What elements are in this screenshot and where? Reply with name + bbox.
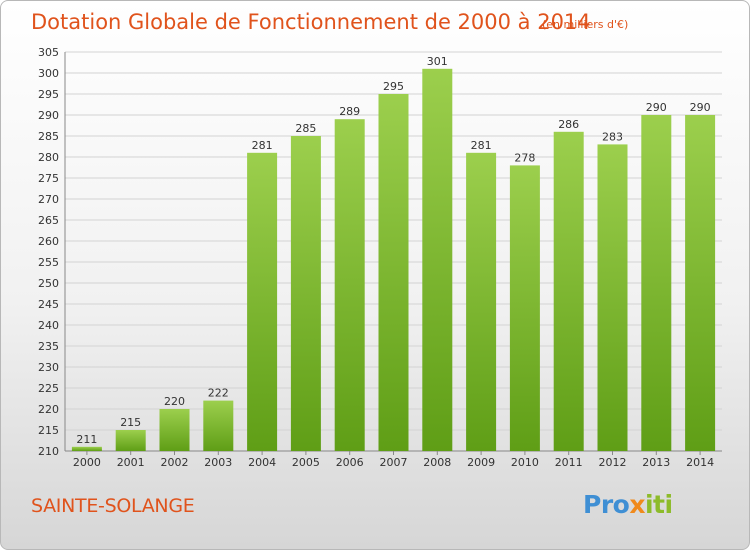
bar xyxy=(115,430,146,451)
x-tick-label: 2010 xyxy=(511,456,539,469)
proxiti-logo: Proxiti xyxy=(583,490,673,519)
y-tick-label: 225 xyxy=(38,382,59,395)
y-tick-label: 210 xyxy=(38,445,59,458)
chart-unit: (en milliers d'€) xyxy=(542,18,629,31)
bar-value-label: 215 xyxy=(120,416,141,429)
bar-value-label: 295 xyxy=(383,80,404,93)
x-tick-label: 2001 xyxy=(117,456,145,469)
x-tick-label: 2003 xyxy=(204,456,232,469)
y-tick-label: 215 xyxy=(38,424,59,437)
y-tick-label: 295 xyxy=(38,88,59,101)
bar xyxy=(71,446,102,451)
x-tick-label: 2005 xyxy=(292,456,320,469)
bar-value-label: 278 xyxy=(514,151,535,164)
bar xyxy=(685,115,716,451)
y-tick-label: 240 xyxy=(38,319,59,332)
bar xyxy=(509,165,540,451)
y-tick-label: 235 xyxy=(38,340,59,353)
chart-title: Dotation Globale de Fonctionnement de 20… xyxy=(31,10,591,34)
bar xyxy=(597,144,628,451)
y-tick-label: 280 xyxy=(38,151,59,164)
bar xyxy=(422,68,453,452)
y-tick-label: 255 xyxy=(38,256,59,269)
bar-value-label: 211 xyxy=(76,433,97,446)
bar xyxy=(641,115,672,451)
bar-value-label: 286 xyxy=(558,118,579,131)
y-tick-label: 300 xyxy=(38,67,59,80)
bar-value-label: 283 xyxy=(602,130,623,143)
bar-value-label: 281 xyxy=(471,139,492,152)
bar xyxy=(203,400,234,451)
x-tick-label: 2000 xyxy=(73,456,101,469)
bar xyxy=(247,152,278,452)
x-tick-label: 2002 xyxy=(161,456,189,469)
y-tick-label: 220 xyxy=(38,403,59,416)
bar-value-label: 301 xyxy=(427,55,448,68)
bar-value-label: 290 xyxy=(646,101,667,114)
bar xyxy=(466,152,497,452)
x-tick-label: 2004 xyxy=(248,456,276,469)
y-tick-label: 260 xyxy=(38,235,59,248)
bar xyxy=(553,131,584,452)
x-tick-label: 2006 xyxy=(336,456,364,469)
bar-value-label: 285 xyxy=(295,122,316,135)
x-tick-label: 2011 xyxy=(555,456,583,469)
bar-value-label: 220 xyxy=(164,395,185,408)
x-tick-label: 2008 xyxy=(423,456,451,469)
y-tick-label: 275 xyxy=(38,172,59,185)
bar xyxy=(334,119,365,451)
bar-value-label: 289 xyxy=(339,105,360,118)
bar-value-label: 281 xyxy=(252,139,273,152)
bar xyxy=(290,136,321,451)
y-tick-label: 305 xyxy=(38,46,59,59)
x-tick-label: 2014 xyxy=(686,456,714,469)
bar-value-label: 222 xyxy=(208,387,229,400)
y-tick-label: 290 xyxy=(38,109,59,122)
x-tick-label: 2013 xyxy=(642,456,670,469)
y-tick-label: 230 xyxy=(38,361,59,374)
x-tick-label: 2007 xyxy=(380,456,408,469)
commune-name: SAINTE-SOLANGE xyxy=(31,495,195,517)
y-tick-label: 270 xyxy=(38,193,59,206)
y-tick-label: 285 xyxy=(38,130,59,143)
y-tick-label: 265 xyxy=(38,214,59,227)
x-tick-label: 2012 xyxy=(599,456,627,469)
y-tick-label: 250 xyxy=(38,277,59,290)
bar-value-label: 290 xyxy=(690,101,711,114)
x-tick-label: 2009 xyxy=(467,456,495,469)
y-tick-label: 245 xyxy=(38,298,59,311)
bar xyxy=(378,94,409,451)
bar xyxy=(159,409,190,451)
